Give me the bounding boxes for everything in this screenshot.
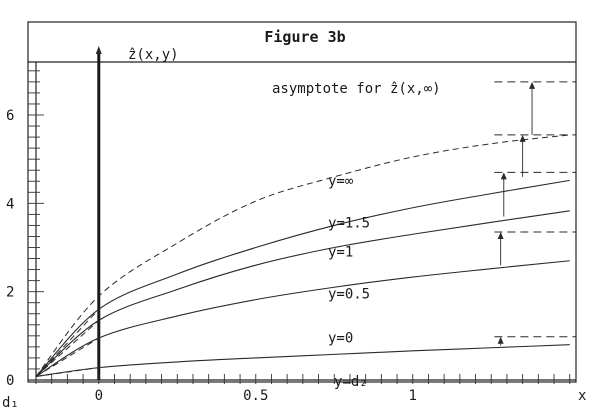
y-tick-label: 2 [6,285,14,301]
chart-title: Figure 3b [264,28,345,46]
series-label: y=1.5 [328,216,370,232]
gap-arrowhead [497,232,504,240]
series-line [35,210,570,377]
extrapolation-line [35,320,100,377]
series-line [35,344,570,378]
extrapolation-line [35,308,100,377]
series-label: y=∞ [328,174,354,190]
x-axis-label: x [578,388,586,404]
y-tick-label: 6 [6,108,14,124]
chart-marks: 0 2 4 6 0 0.5 1 y=0 y=0.5 y=1 y=1.5 y=∞ [6,46,576,404]
series-line [35,260,570,377]
gap-arrowhead [529,81,536,89]
plot-frame [27,21,577,383]
x-tick-label: 0 [95,388,103,404]
extrapolation-line [35,337,100,377]
x-tick-label: 1 [409,388,417,404]
series-label: y=0 [328,330,353,346]
gap-arrowhead [500,172,507,180]
bottom-axis-label: y=d₂ [334,374,368,390]
y-axis-label: ẑ(x,y) [128,47,179,63]
y-tick-label: 4 [6,196,14,212]
series-label: y=1 [328,244,353,260]
series-line [35,134,570,377]
series-label: y=0.5 [328,286,370,302]
y-axis-arrowhead [95,46,102,54]
x-tick-label: 0.5 [243,388,268,404]
gap-arrowhead [497,336,504,344]
asymptote-label: asymptote for ẑ(x,∞) [272,81,441,97]
extrapolation-line [35,367,99,377]
y-tick-label: 0 [6,373,14,389]
gap-arrowhead [519,134,526,142]
series-line [35,179,570,377]
left-axis-label: d₁ [2,395,19,411]
